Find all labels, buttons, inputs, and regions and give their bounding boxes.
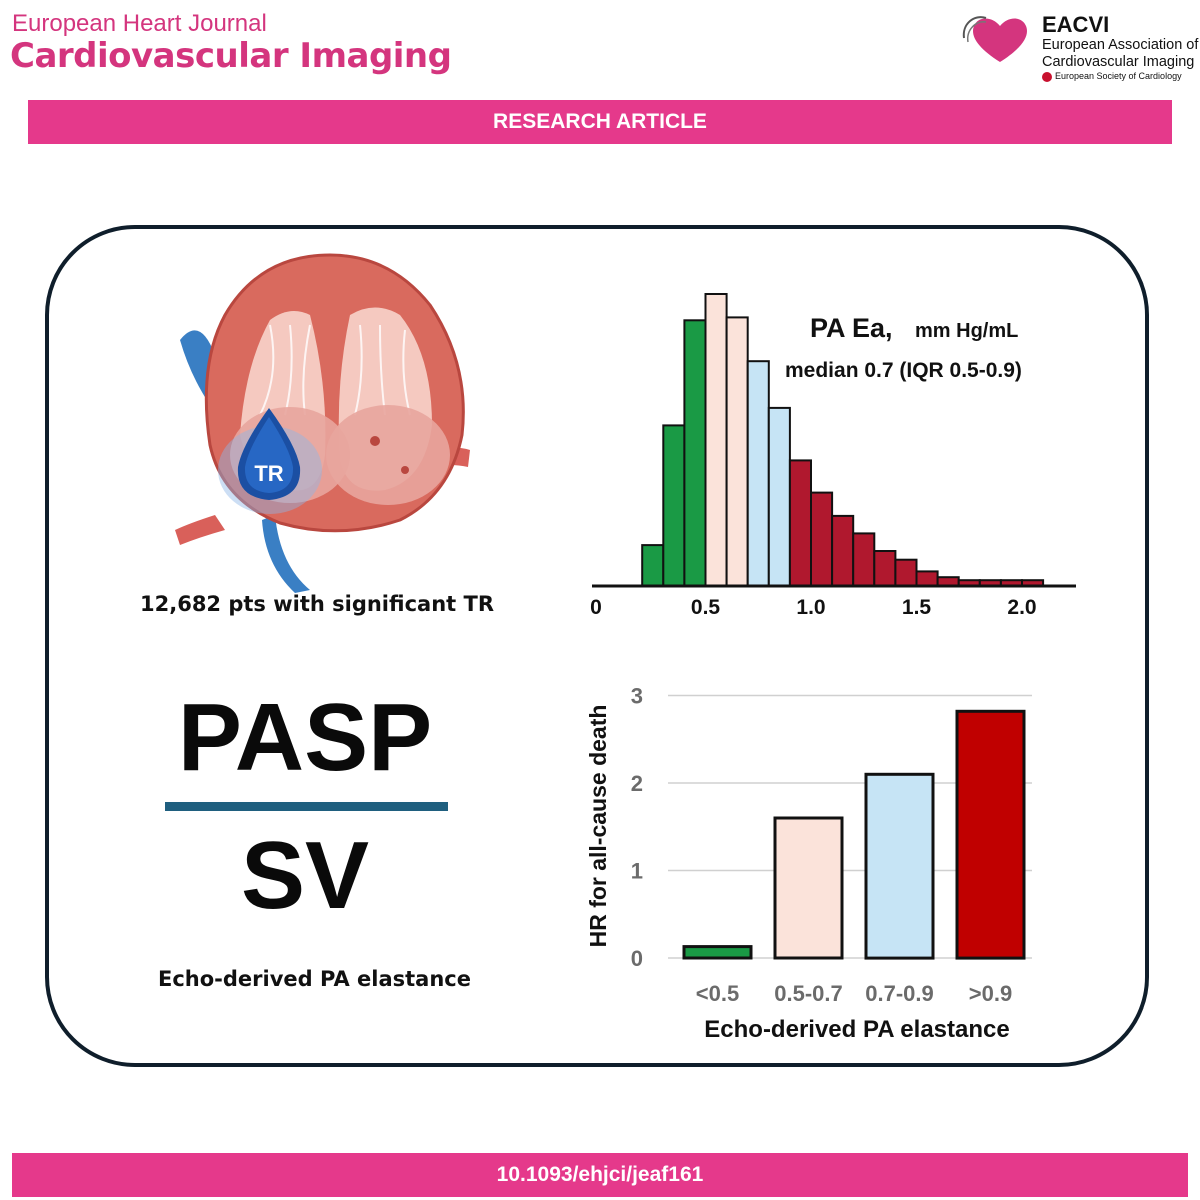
formula-caption: Echo-derived PA elastance xyxy=(158,967,471,991)
logo-abbreviation: EACVI xyxy=(1042,12,1110,37)
journal-name-main: Cardiovascular Imaging xyxy=(10,36,452,76)
logo-esc-line: European Society of Cardiology xyxy=(1042,71,1182,82)
patients-caption: 12,682 pts with significant TR xyxy=(140,592,494,616)
eacvi-logo: EACVI European Association of Cardiovasc… xyxy=(960,8,1199,88)
heart-illustration-icon xyxy=(175,253,470,593)
tr-label-layer: TR xyxy=(254,461,283,486)
journal-name-small: European Heart Journal xyxy=(12,10,267,37)
logo-esc-text: European Society of Cardiology xyxy=(1055,71,1182,81)
doi-footer: 10.1093/ehjci/jeaf161 xyxy=(12,1153,1188,1197)
logo-line-2: Cardiovascular Imaging xyxy=(1042,54,1195,70)
tr-label: TR xyxy=(254,461,283,486)
heart-logo-icon xyxy=(962,16,1027,62)
formula-numerator: PASP xyxy=(177,684,433,791)
esc-heart-icon xyxy=(1042,71,1052,82)
article-type-banner: RESEARCH ARTICLE xyxy=(28,100,1172,144)
formula-denominator: SV xyxy=(240,822,370,929)
logo-line-1: European Association of xyxy=(1042,37,1199,53)
fraction-line xyxy=(165,802,448,811)
graphical-abstract-panel xyxy=(45,225,1149,1067)
